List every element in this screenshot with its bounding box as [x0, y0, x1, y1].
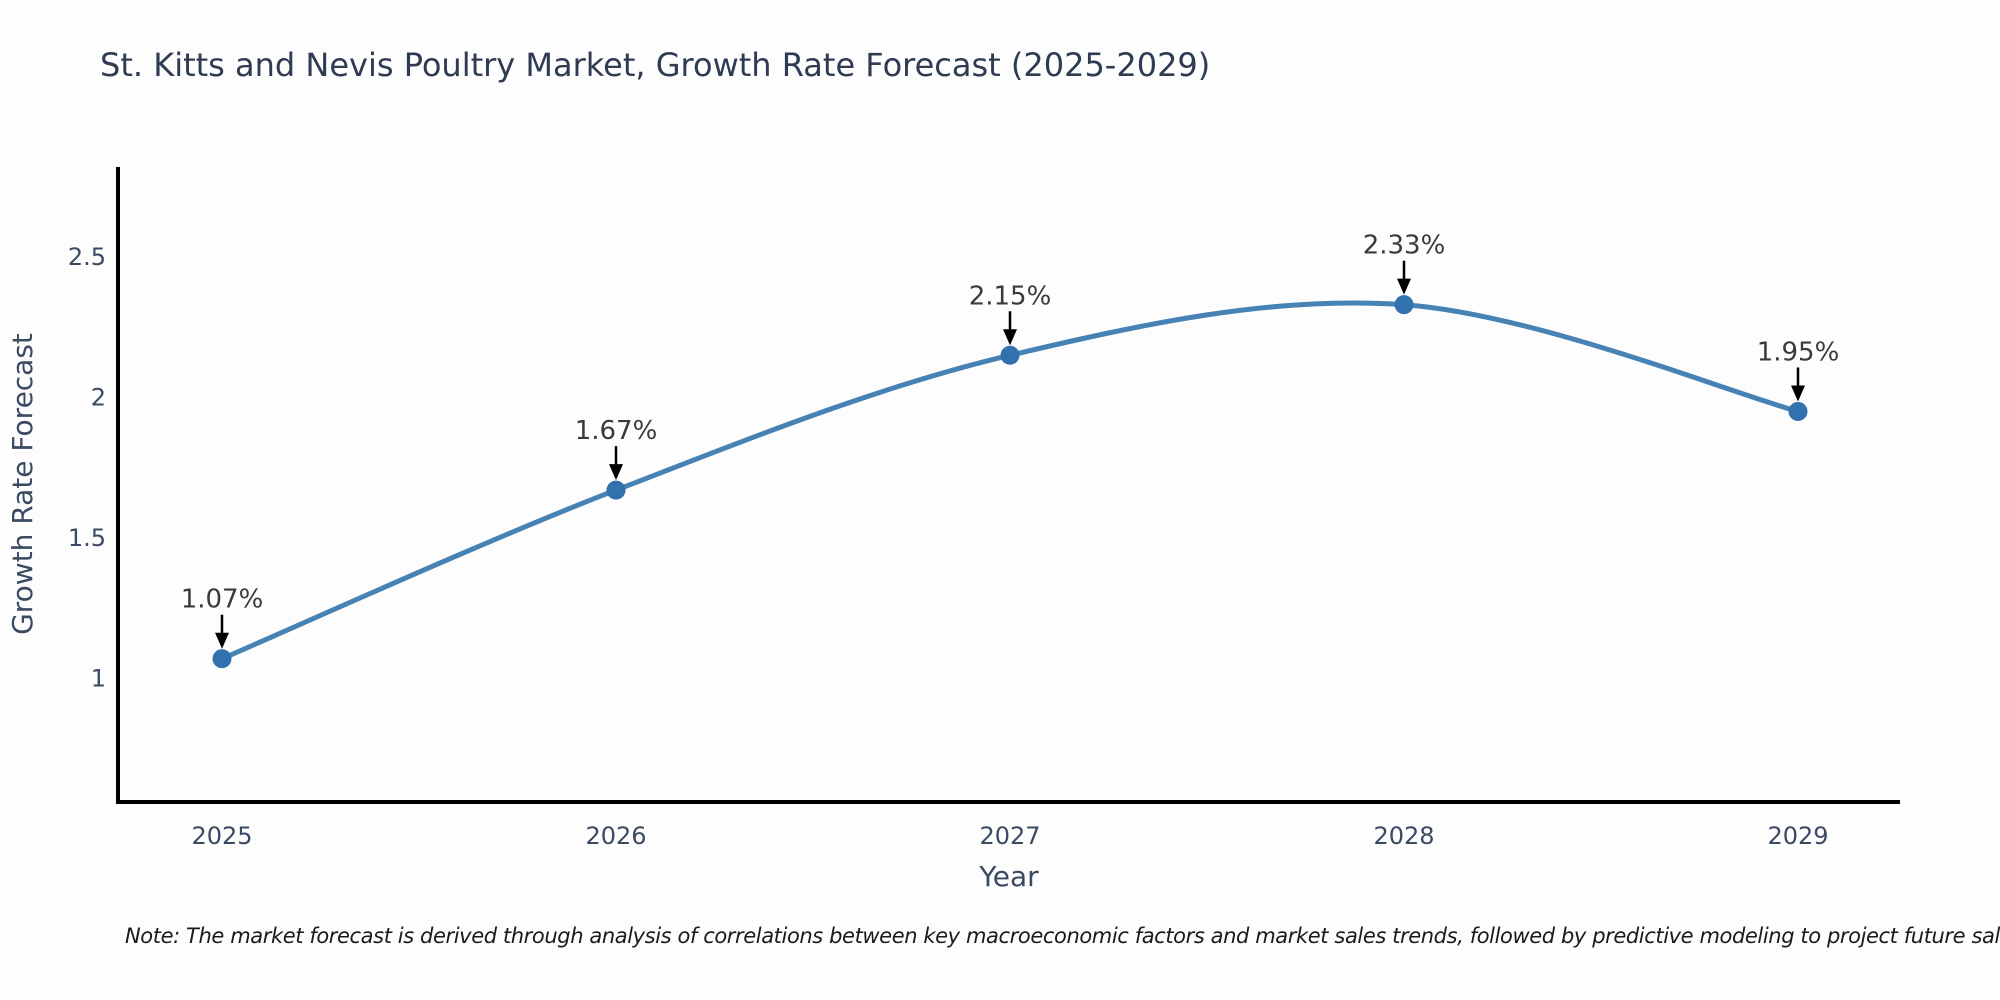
- data-point-marker-2028: [1394, 295, 1414, 315]
- annotation-arrow-head: [1003, 329, 1017, 346]
- y-tick-label: 2: [91, 383, 106, 411]
- data-point-marker-2029: [1788, 401, 1808, 421]
- annotation-arrow-head: [215, 632, 229, 649]
- y-tick-label: 1.5: [68, 524, 106, 552]
- y-tick-label: 2.5: [68, 243, 106, 271]
- annotation-label: 2.15%: [969, 281, 1052, 311]
- annotation-label: 1.95%: [1757, 337, 1840, 367]
- y-axis-title: Growth Rate Forecast: [6, 333, 39, 635]
- annotation-label: 2.33%: [1363, 231, 1446, 261]
- data-point-marker-2027: [1000, 345, 1020, 365]
- annotation-arrow-head: [1791, 385, 1805, 402]
- chart-title: St. Kitts and Nevis Poultry Market, Grow…: [100, 46, 1211, 84]
- x-tick-label: 2027: [979, 822, 1040, 850]
- data-point-marker-2025: [212, 649, 232, 669]
- annotation-label: 1.07%: [181, 585, 264, 615]
- x-tick-label: 2028: [1373, 822, 1434, 850]
- y-tick-label: 1: [91, 664, 106, 692]
- note-text: Note: The market forecast is derived thr…: [125, 924, 2000, 948]
- data-point-marker-2026: [606, 480, 626, 500]
- annotation-label: 1.67%: [575, 416, 658, 446]
- annotation-arrow-head: [609, 464, 623, 481]
- x-tick-label: 2029: [1767, 822, 1828, 850]
- x-tick-label: 2025: [191, 822, 252, 850]
- annotation-arrow-head: [1397, 278, 1411, 295]
- x-axis-title: Year: [978, 860, 1039, 893]
- x-tick-label: 2026: [585, 822, 646, 850]
